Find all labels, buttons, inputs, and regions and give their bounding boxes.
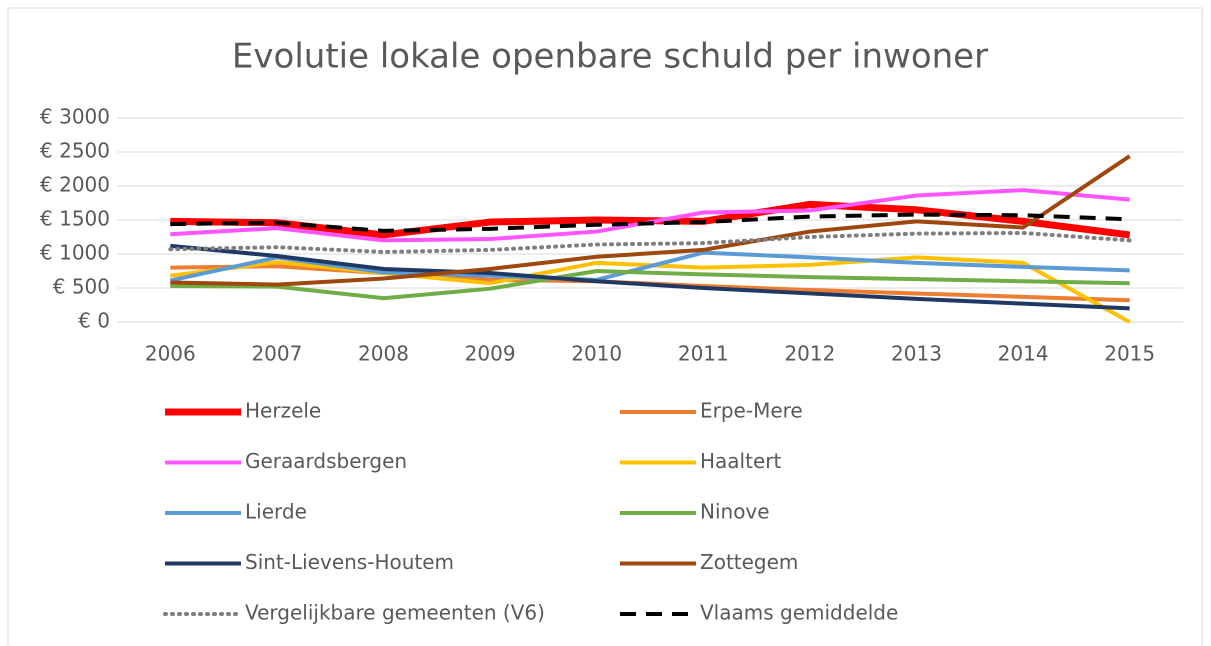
x-tick-label: 2011 bbox=[678, 342, 729, 366]
legend-label: Geraardsbergen bbox=[245, 449, 407, 473]
x-tick-label: 2015 bbox=[1104, 342, 1155, 366]
y-tick-label: € 500 bbox=[53, 275, 110, 299]
x-tick-label: 2014 bbox=[998, 342, 1049, 366]
x-tick-label: 2013 bbox=[891, 342, 942, 366]
x-tick-label: 2007 bbox=[251, 342, 302, 366]
legend-label: Erpe-Mere bbox=[700, 399, 803, 423]
legend-label: Ninove bbox=[700, 500, 770, 524]
legend-label: Lierde bbox=[245, 500, 307, 524]
legend-label: Vergelijkbare gemeenten (V6) bbox=[245, 601, 545, 625]
x-tick-label: 2010 bbox=[571, 342, 622, 366]
legend-label: Vlaams gemiddelde bbox=[700, 601, 898, 625]
y-tick-label: € 2000 bbox=[40, 173, 110, 197]
y-tick-label: € 3000 bbox=[40, 105, 110, 129]
y-tick-label: € 2500 bbox=[40, 139, 110, 163]
x-tick-label: 2008 bbox=[358, 342, 409, 366]
series-line bbox=[170, 154, 1131, 287]
legend-label: Herzele bbox=[245, 399, 321, 423]
y-tick-label: € 1500 bbox=[40, 207, 110, 231]
x-tick-label: 2012 bbox=[784, 342, 835, 366]
x-tick-label: 2006 bbox=[145, 342, 196, 366]
series-line bbox=[168, 230, 1132, 254]
series-line bbox=[169, 250, 1130, 283]
series-line bbox=[170, 243, 1130, 311]
legend-label: Zottegem bbox=[700, 550, 798, 574]
chart-title: Evolutie lokale openbare schuld per inwo… bbox=[232, 37, 988, 77]
legend-label: Haaltert bbox=[700, 449, 781, 473]
series-line bbox=[170, 269, 1130, 301]
y-tick-label: € 1000 bbox=[40, 241, 110, 265]
y-tick-label: € 0 bbox=[78, 309, 110, 333]
series-line bbox=[170, 212, 1130, 233]
chart-border bbox=[7, 7, 1203, 646]
legend-label: Sint-Lievens-Houtem bbox=[245, 550, 454, 574]
x-tick-label: 2009 bbox=[465, 342, 516, 366]
